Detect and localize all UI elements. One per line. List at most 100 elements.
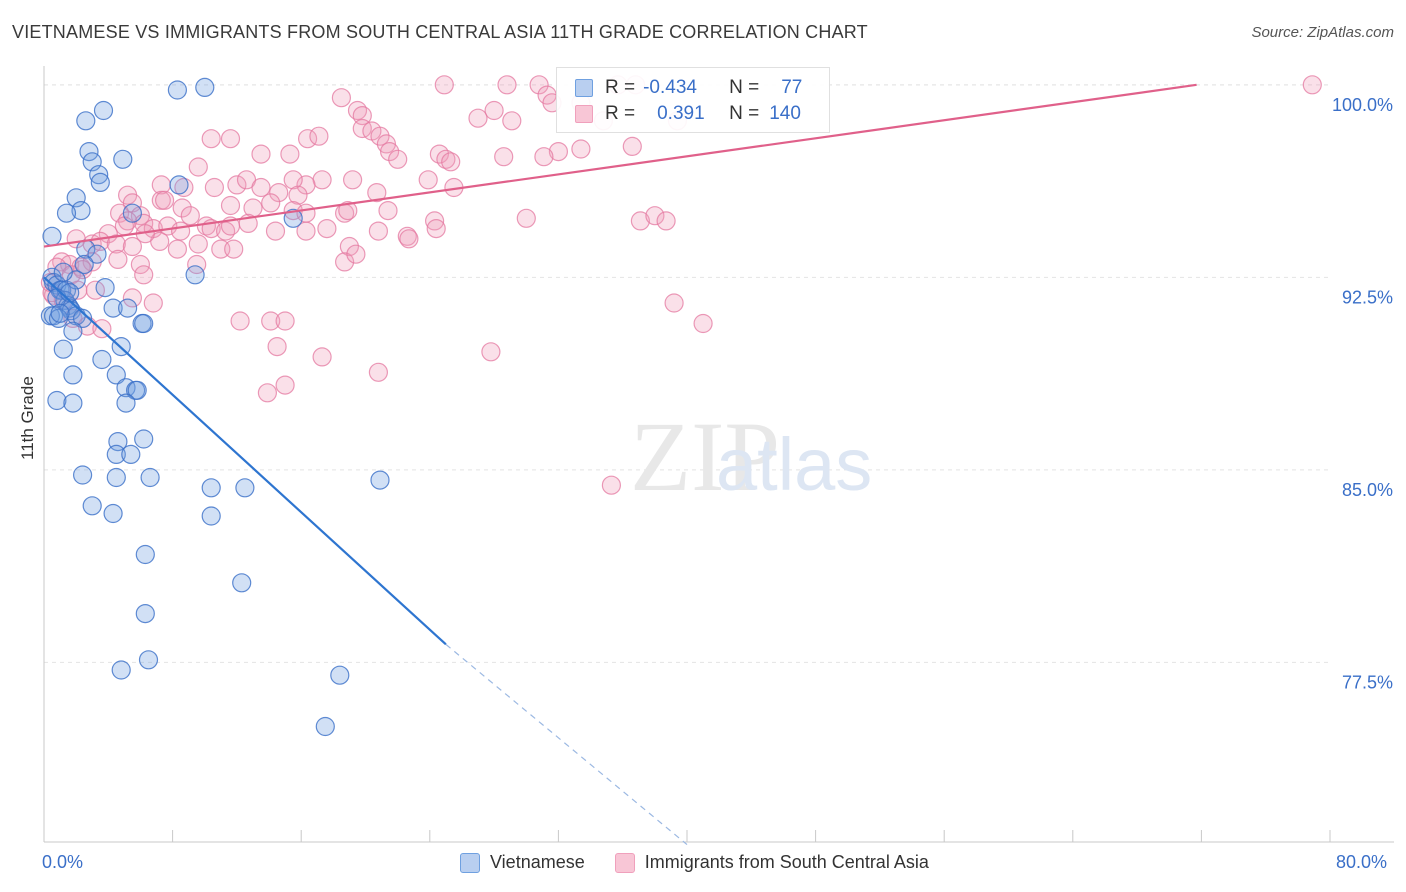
legend-row-vietnamese: R = -0.434 N = 77 (575, 76, 802, 100)
r-value: -0.434 (643, 77, 697, 98)
data-point (220, 129, 241, 149)
r-value: 0.391 (657, 103, 705, 124)
y-tick-label: 77.5% (1342, 672, 1393, 692)
data-point (138, 650, 159, 670)
data-point (71, 201, 91, 221)
data-point (230, 311, 250, 331)
chart-title: VIETNAMESE VS IMMIGRANTS FROM SOUTH CENT… (12, 22, 868, 42)
data-point (309, 126, 329, 146)
series-legend: Vietnamese Immigrants from South Central… (460, 852, 959, 873)
data-point (47, 390, 67, 411)
data-point (117, 298, 138, 318)
data-point (481, 342, 501, 362)
data-point (261, 311, 281, 331)
data-point (185, 265, 205, 285)
data-point (204, 177, 224, 198)
data-point (140, 467, 160, 488)
data-point (121, 444, 141, 464)
legend-item-south-central-asia[interactable]: Immigrants from South Central Asia (614, 852, 929, 873)
data-point (60, 283, 80, 303)
data-point (426, 219, 446, 239)
data-point (169, 175, 189, 195)
data-point (82, 496, 102, 516)
data-point (315, 716, 335, 737)
trend-line-south-central-asia (43, 83, 1197, 248)
legend-item-vietnamese[interactable]: Vietnamese (460, 852, 585, 873)
data-point (529, 75, 549, 95)
data-point (418, 170, 438, 190)
data-point (116, 393, 136, 413)
data-point (235, 478, 255, 498)
data-point (122, 288, 142, 308)
data-point (63, 365, 83, 385)
data-point (368, 221, 388, 241)
legend-label-south-central-asia: Immigrants from South Central Asia (644, 852, 929, 872)
source-label: Source: ZipAtlas.com (1251, 24, 1394, 41)
watermark: ZIP atlas (630, 401, 872, 512)
data-point (339, 236, 359, 257)
data-point (87, 244, 107, 264)
data-point (167, 239, 187, 259)
data-point (227, 175, 247, 195)
data-point (601, 475, 622, 495)
legend-label-vietnamese: Vietnamese (490, 852, 585, 872)
data-point (312, 170, 332, 190)
data-point (370, 126, 390, 146)
data-point (155, 190, 175, 210)
legend-swatch-south-central-asia (614, 852, 635, 873)
data-point (122, 203, 142, 223)
data-point (693, 313, 713, 334)
data-point (66, 188, 86, 208)
data-point (42, 226, 62, 246)
series-immigrants-south-central-asia (40, 75, 1322, 495)
data-point (201, 506, 221, 526)
data-point (288, 185, 308, 205)
data-point (296, 175, 316, 195)
data-point (106, 444, 126, 464)
watermark-zip: ZIP (630, 401, 780, 512)
data-point (335, 252, 355, 272)
data-point (134, 265, 154, 285)
data-point (201, 129, 221, 149)
data-point (296, 221, 316, 241)
data-point (497, 75, 517, 95)
x-tick-label-max: 80.0% (1336, 852, 1388, 872)
data-point (257, 383, 277, 403)
data-point (645, 206, 665, 226)
data-point (134, 313, 154, 334)
y-axis-label: 11th Grade (18, 376, 37, 460)
data-point (265, 221, 286, 241)
data-point (74, 254, 94, 275)
data-point (103, 503, 123, 524)
data-point (50, 303, 70, 323)
data-point (180, 206, 200, 226)
data-point (370, 470, 390, 490)
data-point (108, 249, 128, 269)
data-point (548, 142, 569, 162)
data-point (167, 80, 187, 100)
data-point (343, 170, 363, 190)
data-point (283, 170, 303, 190)
data-point (72, 465, 93, 485)
data-point (127, 380, 147, 400)
data-point (275, 375, 295, 395)
data-point (113, 149, 133, 169)
r-label: R = (605, 103, 636, 124)
axes (43, 66, 1394, 843)
data-point (331, 88, 351, 108)
n-value: 140 (769, 103, 801, 124)
data-point (135, 603, 155, 624)
data-point (143, 293, 163, 313)
trend-lines (43, 83, 1197, 846)
data-point (346, 244, 366, 264)
data-point (280, 144, 300, 164)
data-point (95, 278, 115, 298)
data-point (56, 203, 77, 223)
data-point (106, 365, 126, 385)
watermark-atlas: atlas (716, 423, 872, 506)
data-point (630, 211, 651, 231)
data-point (106, 467, 126, 488)
r-label: R = (605, 77, 636, 98)
y-tick-label: 85.0% (1342, 480, 1393, 500)
